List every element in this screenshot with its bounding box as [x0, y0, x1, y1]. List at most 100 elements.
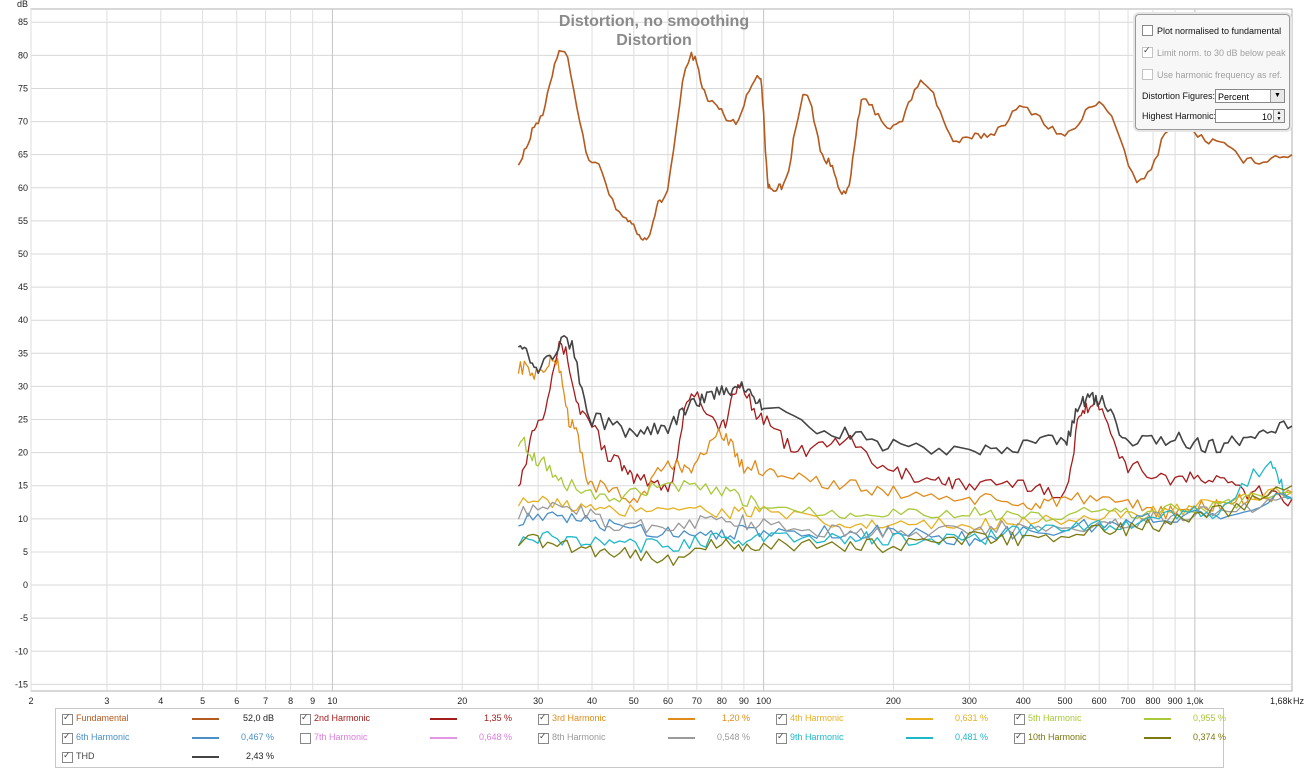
legend-value: 52,0 dB — [242, 713, 274, 723]
limit-norm-checkbox — [1142, 45, 1153, 58]
chart-title: Distortion, no smoothing — [559, 13, 749, 30]
plot-normalised-option[interactable]: Plot normalised to fundamental — [1142, 25, 1281, 36]
y-tick-label: 30 — [18, 381, 28, 391]
legend-item-6th-harmonic[interactable]: 6th Harmonic 0,467 % — [62, 731, 294, 745]
x-tick-label: 10 — [327, 696, 337, 706]
legend-label: 9th Harmonic — [790, 732, 844, 742]
legend-line-swatch — [1144, 718, 1171, 720]
plot-area[interactable] — [30, 8, 1293, 692]
legend-item-thd[interactable]: THD 2,43 % — [62, 750, 294, 764]
legend-checkbox[interactable] — [62, 712, 73, 725]
distortion-plot[interactable]: 8580757065605550454035302520151050-5-10-… — [0, 0, 1307, 708]
legend-checkbox[interactable] — [776, 712, 787, 725]
series-line-2nd-harmonic — [517, 341, 1293, 507]
spinner-arrows-icon[interactable]: ▲ ▼ — [1273, 110, 1284, 122]
highest-harmonic-spinner[interactable]: 10 ▲ ▼ — [1215, 109, 1285, 123]
y-tick-label: 65 — [18, 150, 28, 160]
legend-item-7th-harmonic[interactable]: 7th Harmonic 0,648 % — [300, 731, 532, 745]
legend-value: 0,467 % — [240, 732, 274, 742]
y-axis-label: dB — [17, 0, 28, 9]
x-axis-unit-label: Hz — [1293, 696, 1304, 706]
x-tick-label: 40 — [587, 696, 597, 706]
legend-value: 2,43 % — [245, 751, 274, 761]
series-line-4th-harmonic — [517, 487, 1293, 531]
legend-checkbox[interactable] — [538, 731, 549, 744]
y-tick-label: 55 — [18, 216, 28, 226]
y-tick-label: 50 — [18, 249, 28, 259]
x-tick-label: 60 — [663, 696, 673, 706]
y-tick-label: 70 — [18, 117, 28, 127]
legend-checkbox[interactable] — [1014, 712, 1025, 725]
y-tick-label: 5 — [23, 547, 28, 557]
use-harmonic-ref-checkbox — [1142, 69, 1153, 80]
legend-line-swatch — [668, 737, 695, 739]
series-line-thd — [517, 335, 1293, 456]
plot-normalised-checkbox[interactable] — [1142, 25, 1153, 36]
legend-checkbox[interactable] — [1014, 731, 1025, 744]
legend-label: 3rd Harmonic — [552, 713, 607, 723]
x-tick-label: 9 — [310, 696, 315, 706]
x-tick-label: 80 — [717, 696, 727, 706]
y-tick-label: 25 — [18, 415, 28, 425]
legend-label: Fundamental — [76, 713, 129, 723]
legend-label: 6th Harmonic — [76, 732, 130, 742]
y-tick-label: -10 — [15, 646, 28, 656]
y-tick-label: 0 — [23, 580, 28, 590]
legend-item-3rd-harmonic[interactable]: 3rd Harmonic 1,20 % — [538, 712, 770, 726]
x-tick-label: 500 — [1058, 696, 1073, 706]
legend-checkbox[interactable] — [538, 712, 549, 725]
legend-item-2nd-harmonic[interactable]: 2nd Harmonic 1,35 % — [300, 712, 532, 726]
y-tick-label: -15 — [15, 679, 28, 689]
legend-item-8th-harmonic[interactable]: 8th Harmonic 0,548 % — [538, 731, 770, 745]
legend-line-swatch — [192, 718, 219, 720]
x-tick-label: 200 — [886, 696, 901, 706]
y-tick-label: 60 — [18, 183, 28, 193]
legend-checkbox[interactable] — [62, 731, 73, 744]
legend-panel: Fundamental 52,0 dB 2nd Harmonic 1,35 % 3rd … — [55, 708, 1226, 768]
x-tick-label: 400 — [1016, 696, 1031, 706]
legend-item-10th-harmonic[interactable]: 10th Harmonic 0,374 % — [1014, 731, 1246, 745]
legend-checkbox[interactable] — [300, 712, 311, 725]
y-tick-label: 40 — [18, 315, 28, 325]
legend-value: 0,374 % — [1192, 732, 1226, 742]
y-tick-label: 35 — [18, 348, 28, 358]
x-tick-label: 90 — [739, 696, 749, 706]
x-tick-label: 300 — [962, 696, 977, 706]
legend-item-fundamental[interactable]: Fundamental 52,0 dB — [62, 712, 294, 726]
legend-checkbox[interactable] — [776, 731, 787, 744]
x-tick-label: 50 — [629, 696, 639, 706]
legend-value: 1,20 % — [721, 713, 750, 723]
legend-value: 0,481 % — [954, 732, 988, 742]
legend-item-4th-harmonic[interactable]: 4th Harmonic 0,631 % — [776, 712, 1008, 726]
distortion-figures-value: Percent — [1218, 92, 1250, 102]
legend-item-5th-harmonic[interactable]: 5th Harmonic 0,955 % — [1014, 712, 1246, 726]
series-line-3rd-harmonic — [517, 354, 1293, 520]
distortion-figures-select[interactable]: Percent ▼ — [1215, 89, 1285, 103]
x-tick-label: 900 — [1168, 696, 1183, 706]
chevron-down-icon[interactable]: ▼ — [1270, 90, 1284, 102]
limit-norm-label: Limit norm. to 30 dB below peak — [1157, 47, 1286, 58]
legend-value: 1,35 % — [483, 713, 512, 723]
series-line-9th-harmonic — [517, 460, 1293, 554]
legend-label: 10th Harmonic — [1028, 732, 1087, 742]
x-tick-label: 2 — [28, 696, 33, 706]
x-tick-label: 4 — [158, 696, 163, 706]
highest-harmonic-value: 10 — [1261, 112, 1272, 122]
use-harmonic-ref-label: Use harmonic frequency as ref. — [1157, 69, 1283, 80]
x-tick-label: 20 — [457, 696, 467, 706]
legend-label: 8th Harmonic — [552, 732, 606, 742]
y-tick-label: 15 — [18, 481, 28, 491]
legend-label: 4th Harmonic — [790, 713, 844, 723]
x-tick-label: 700 — [1121, 696, 1136, 706]
legend-line-swatch — [430, 718, 457, 720]
series-line-10th-harmonic — [517, 485, 1293, 566]
distortion-options-panel: Plot normalised to fundamental Limit nor… — [1135, 14, 1290, 130]
legend-item-9th-harmonic[interactable]: 9th Harmonic 0,481 % — [776, 731, 1008, 745]
legend-checkbox[interactable] — [300, 733, 311, 744]
legend-label: THD — [76, 751, 95, 761]
legend-checkbox[interactable] — [62, 750, 73, 763]
y-tick-label: 20 — [18, 448, 28, 458]
legend-line-swatch — [906, 737, 933, 739]
x-tick-label: 7 — [263, 696, 268, 706]
chart-subtitle: Distortion — [616, 32, 692, 49]
